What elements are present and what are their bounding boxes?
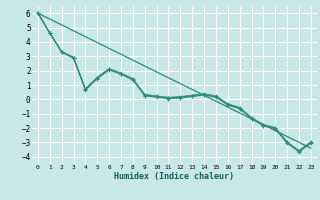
X-axis label: Humidex (Indice chaleur): Humidex (Indice chaleur) <box>115 172 234 181</box>
